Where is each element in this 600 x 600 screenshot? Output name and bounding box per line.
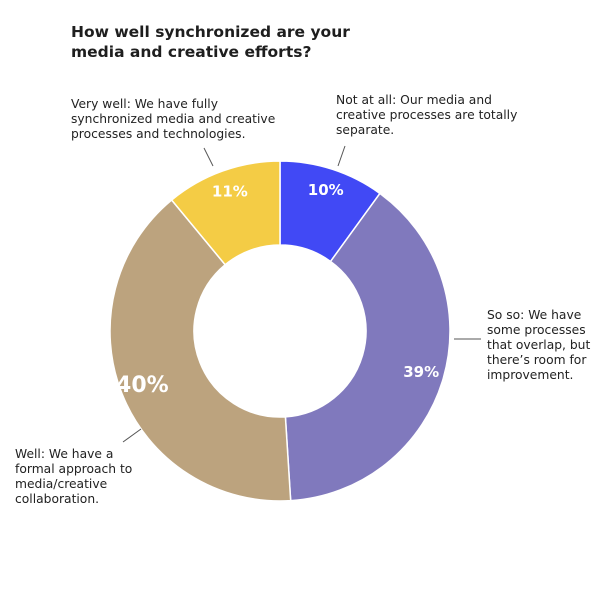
value-label-very-well: 11%	[212, 183, 248, 201]
leader-line-very-well	[203, 147, 214, 167]
slice-very-well	[170, 160, 281, 266]
slice-value-labels: 10% 39% 40% 11%	[116, 181, 439, 398]
callout-leader-lines	[122, 145, 481, 443]
callout-well: Well: We have a formal approach to media…	[15, 447, 133, 506]
donut-slices	[109, 160, 451, 502]
value-label-so-so: 39%	[403, 363, 439, 381]
chart-title: How well synchronized are your media and…	[71, 23, 350, 61]
value-label-well: 40%	[116, 373, 169, 398]
callout-not-at-all: Not at all: Our media and creative proce…	[336, 93, 518, 137]
slice-so-so	[284, 192, 451, 502]
leader-line-not-at-all	[337, 145, 346, 167]
callout-so-so: So so: We have some processes that overl…	[487, 308, 591, 382]
callout-very-well: Very well: We have fully synchronized me…	[71, 97, 276, 141]
slice-well	[109, 198, 292, 502]
leader-line-well	[122, 428, 142, 443]
value-label-not-at-all: 10%	[308, 181, 344, 199]
